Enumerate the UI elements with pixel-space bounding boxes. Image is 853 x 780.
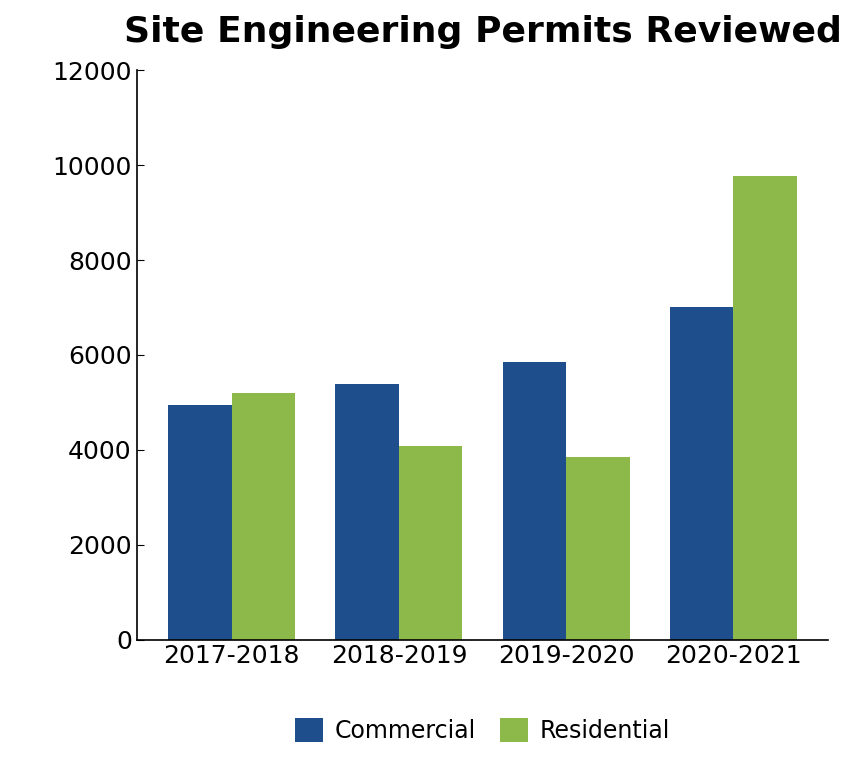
Title: Site Engineering Permits Reviewed: Site Engineering Permits Reviewed — [124, 16, 840, 49]
Bar — [231, 393, 295, 640]
Bar — [335, 385, 398, 640]
Bar — [398, 446, 461, 640]
Legend: Commercial, Residential: Commercial, Residential — [285, 708, 679, 752]
Bar — [502, 362, 566, 640]
Bar — [669, 307, 733, 640]
Bar — [566, 457, 629, 640]
Bar — [733, 176, 796, 640]
Bar — [168, 405, 231, 640]
